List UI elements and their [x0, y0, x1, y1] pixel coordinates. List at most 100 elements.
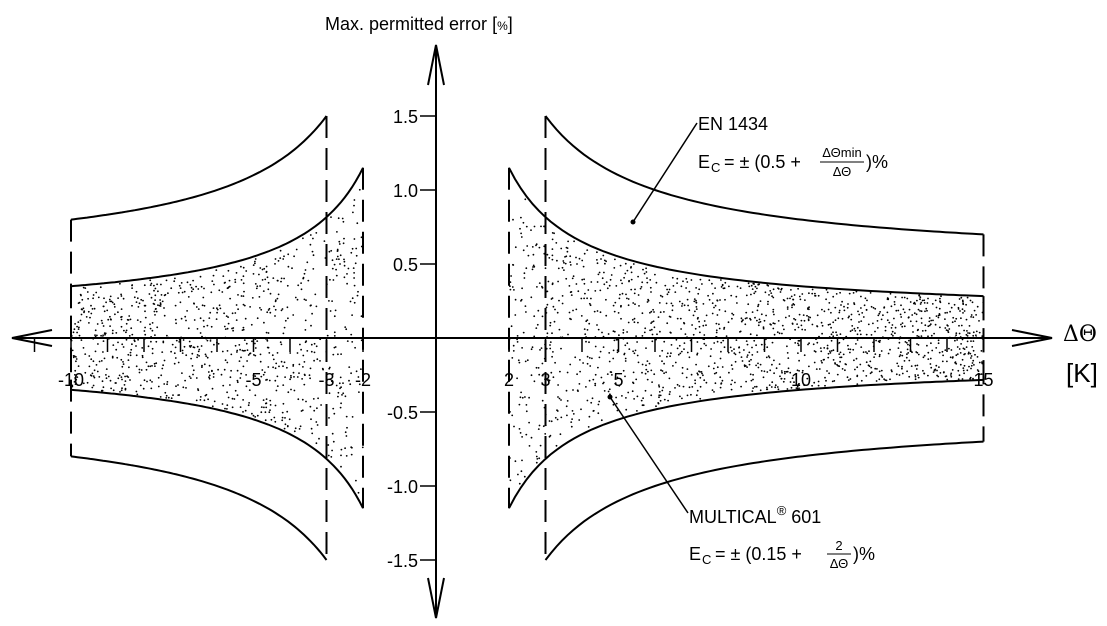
stipple-dot — [978, 320, 980, 322]
stipple-dot — [238, 344, 241, 346]
stipple-dot — [962, 367, 965, 369]
stipple-dot — [602, 346, 605, 348]
stipple-dot — [724, 298, 726, 301]
stipple-dot — [514, 314, 517, 316]
stipple-dot — [96, 334, 98, 337]
stipple-dot — [587, 426, 590, 428]
stipple-dot — [663, 398, 666, 401]
stipple-dot — [594, 290, 597, 292]
stipple-dot — [856, 333, 859, 336]
stipple-dot — [337, 395, 339, 398]
stipple-dot — [908, 339, 910, 342]
stipple-dot — [935, 347, 938, 349]
stipple-dot — [765, 356, 768, 359]
stipple-dot — [824, 376, 826, 379]
stipple-dot — [344, 395, 347, 398]
stipple-dot — [174, 318, 177, 321]
stipple-dot — [77, 328, 80, 330]
stipple-dot — [882, 314, 884, 317]
stipple-dot — [748, 351, 751, 354]
stipple-dot — [173, 352, 176, 355]
stipple-dot — [772, 288, 775, 291]
stipple-dot — [949, 356, 952, 359]
stipple-dot — [261, 268, 264, 271]
stipple-dot — [185, 319, 187, 322]
stipple-dot — [167, 292, 169, 295]
stipple-dot — [227, 316, 230, 318]
stipple-dot — [757, 305, 759, 308]
stipple-dot — [772, 327, 775, 330]
stipple-dot — [107, 318, 110, 321]
stipple-dot — [105, 374, 107, 376]
stipple-dot — [353, 301, 356, 304]
stipple-dot — [282, 402, 285, 405]
stipple-dot — [751, 288, 754, 290]
stipple-dot — [556, 418, 559, 421]
stipple-dot — [951, 357, 954, 359]
stipple-dot — [76, 325, 78, 328]
stipple-dot — [771, 363, 773, 366]
stipple-dot — [328, 366, 331, 369]
stipple-dot — [283, 255, 285, 258]
stipple-dot — [794, 328, 796, 331]
stipple-dot — [355, 254, 358, 257]
multical-upper-curve — [508, 167, 984, 298]
stipple-dot — [786, 388, 789, 390]
stipple-dot — [179, 287, 182, 289]
stipple-dot — [150, 282, 153, 285]
stipple-dot — [535, 327, 538, 329]
stipple-dot — [294, 427, 297, 430]
stipple-dot — [830, 350, 833, 352]
stipple-dot — [186, 310, 189, 312]
stipple-dot — [312, 237, 314, 240]
stipple-dot — [582, 362, 584, 364]
stipple-dot — [596, 262, 599, 265]
stipple-dot — [683, 348, 685, 350]
stipple-dot — [847, 348, 850, 350]
stipple-dot — [154, 287, 157, 290]
stipple-dot — [138, 302, 141, 305]
stipple-dot — [195, 306, 198, 308]
stipple-dot — [808, 342, 810, 345]
stipple-dot — [330, 456, 333, 458]
stipple-dot — [798, 339, 801, 342]
stipple-dot — [612, 403, 615, 406]
stipple-dot — [777, 287, 779, 289]
stipple-dot — [74, 377, 76, 379]
stipple-dot — [832, 335, 835, 338]
stipple-dot — [900, 304, 902, 307]
stipple-dot — [264, 402, 267, 405]
stipple-dot — [694, 310, 696, 313]
stipple-dot — [718, 327, 721, 330]
stipple-dot — [259, 353, 262, 356]
stipple-dot — [298, 363, 301, 366]
stipple-dot — [866, 352, 869, 355]
stipple-dot — [867, 364, 870, 367]
stipple-dot — [562, 260, 565, 262]
stipple-dot — [591, 357, 593, 360]
stipple-dot — [924, 324, 927, 327]
stipple-dot — [670, 332, 672, 334]
stipple-dot — [694, 382, 697, 385]
stipple-dot — [260, 411, 263, 414]
stipple-dot — [143, 284, 146, 287]
stipple-dot — [274, 300, 277, 303]
stipple-dot — [92, 375, 95, 377]
stipple-dot — [650, 328, 653, 331]
stipple-dot — [678, 300, 681, 303]
stipple-dot — [746, 317, 748, 319]
stipple-dot — [942, 354, 944, 357]
stipple-dot — [92, 384, 95, 387]
stipple-dot — [592, 378, 595, 381]
stipple-dot — [521, 436, 523, 438]
stipple-dot — [550, 420, 553, 423]
stipple-dot — [733, 352, 736, 354]
stipple-dot — [869, 360, 872, 363]
stipple-dot — [265, 398, 268, 400]
stipple-dot — [878, 312, 881, 315]
stipple-dot — [181, 352, 184, 354]
stipple-dot — [771, 381, 774, 384]
stipple-dot — [746, 366, 748, 368]
stipple-dot — [650, 291, 652, 293]
stipple-dot — [337, 217, 340, 220]
